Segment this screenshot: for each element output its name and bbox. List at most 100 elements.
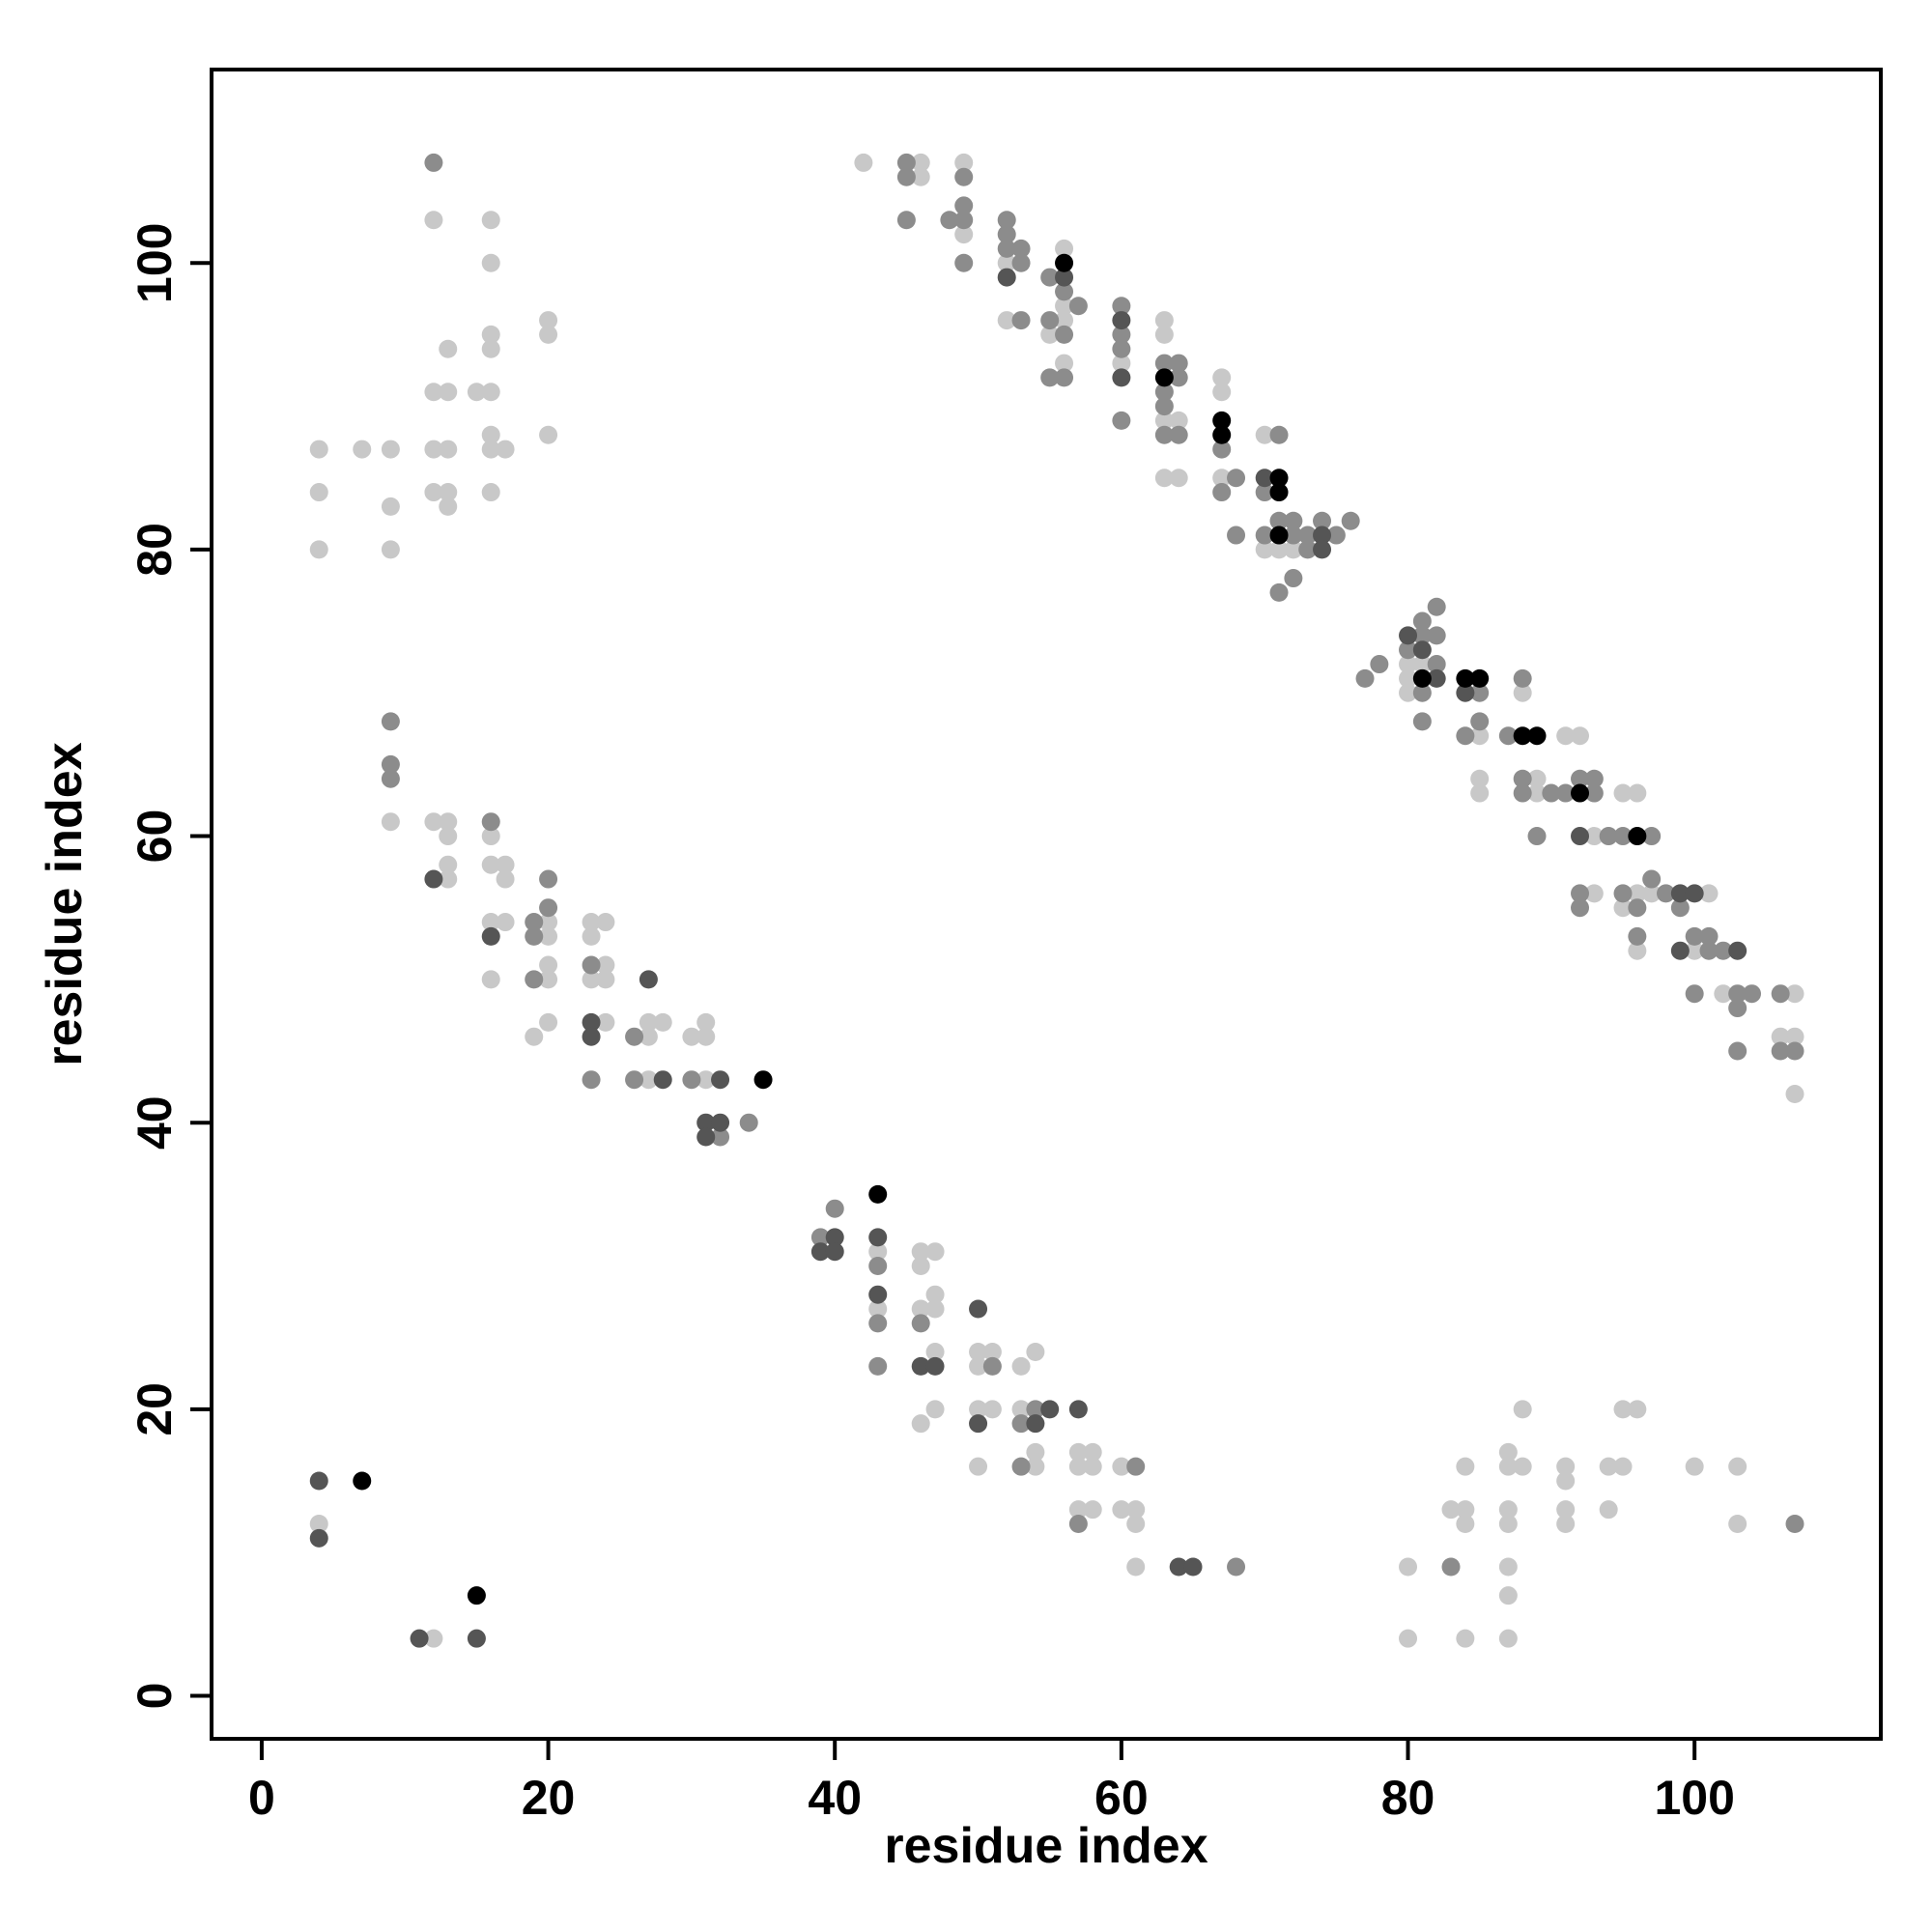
contact-point — [1040, 325, 1060, 344]
contact-point — [1628, 827, 1647, 846]
contact-point — [1456, 683, 1475, 702]
contact-point — [1026, 1343, 1045, 1362]
contact-point — [496, 869, 515, 889]
contact-point — [1026, 1457, 1045, 1476]
contact-point — [969, 1299, 988, 1319]
contact-point — [982, 1356, 1002, 1376]
contact-point — [1083, 1457, 1102, 1476]
contact-point — [1498, 1586, 1518, 1605]
contact-point — [682, 1027, 701, 1046]
contact-point — [1026, 1400, 1045, 1419]
contact-point — [911, 1356, 930, 1376]
contact-point — [896, 167, 916, 186]
contact-point — [868, 1314, 888, 1333]
contact-point — [1470, 668, 1490, 688]
contact-point — [1513, 783, 1532, 803]
contact-point — [1412, 611, 1432, 631]
contact-point — [1513, 683, 1532, 702]
contact-point — [481, 855, 500, 874]
contact-point — [596, 970, 615, 989]
contact-point — [1355, 668, 1375, 688]
contact-point — [639, 1070, 658, 1090]
contact-point — [911, 153, 930, 172]
contact-point — [439, 855, 458, 874]
contact-point — [969, 1414, 988, 1434]
contact-point — [954, 225, 974, 244]
contact-point — [481, 970, 500, 989]
contact-point — [481, 383, 500, 402]
contact-point — [1269, 526, 1289, 545]
contact-point — [982, 1343, 1002, 1362]
contact-point — [539, 325, 558, 344]
contact-point — [1370, 655, 1389, 674]
contact-point — [1126, 1457, 1146, 1476]
contact-point — [969, 1400, 988, 1419]
contact-point — [1743, 984, 1762, 1004]
contact-point — [1212, 425, 1232, 444]
contact-point — [525, 926, 544, 946]
x-axis: 0 20 40 60 80 100 — [248, 1737, 1735, 1825]
contact-point — [1571, 783, 1590, 803]
contact-point — [309, 540, 328, 559]
contact-point — [1055, 325, 1074, 344]
contact-point — [969, 1356, 988, 1376]
contact-point — [1412, 640, 1432, 660]
y-tick-label: 60 — [128, 810, 182, 864]
contact-point — [1055, 239, 1074, 258]
contact-point — [1556, 726, 1576, 746]
contact-point — [1771, 1041, 1790, 1061]
contact-point — [1527, 783, 1547, 803]
contact-point — [1269, 540, 1289, 559]
contact-point — [1513, 668, 1532, 688]
contact-point — [1298, 526, 1318, 545]
contact-point — [481, 812, 500, 832]
contact-point — [596, 913, 615, 932]
contact-point — [1456, 726, 1475, 746]
contact-point — [1785, 1085, 1804, 1104]
contact-point — [969, 1343, 988, 1362]
contact-point — [1154, 411, 1174, 430]
contact-point — [439, 869, 458, 889]
contact-point — [582, 970, 601, 989]
contact-point — [925, 1356, 945, 1376]
contact-point — [496, 440, 515, 459]
contact-point — [1498, 1442, 1518, 1462]
contact-point — [696, 1113, 716, 1132]
contact-point — [1527, 827, 1547, 846]
contact-point — [911, 1299, 930, 1319]
contact-point — [810, 1242, 830, 1262]
contact-point — [1284, 569, 1303, 588]
contact-point — [439, 497, 458, 516]
contact-point — [481, 913, 500, 932]
contact-point — [1212, 411, 1232, 430]
contact-point — [1399, 640, 1418, 660]
y-tick-label: 20 — [128, 1382, 182, 1436]
contact-point — [1441, 1557, 1461, 1577]
contact-point — [481, 211, 500, 230]
contact-point — [1326, 526, 1346, 545]
contact-point — [309, 1515, 328, 1534]
contact-point — [997, 268, 1016, 287]
contact-point — [1083, 1442, 1102, 1462]
contact-point — [1112, 311, 1131, 330]
contact-point — [424, 440, 443, 459]
contact-point — [1040, 268, 1060, 287]
contact-point — [1112, 1500, 1131, 1520]
contact-point — [1412, 712, 1432, 731]
contact-point — [868, 1184, 888, 1204]
contact-point — [1026, 1414, 1045, 1434]
contact-point — [911, 167, 930, 186]
contact-point — [1571, 769, 1590, 788]
contact-point — [1068, 1515, 1088, 1534]
contact-point — [854, 153, 873, 172]
contact-point — [997, 211, 1016, 230]
contact-point — [496, 913, 515, 932]
contact-point — [481, 339, 500, 358]
contact-point — [539, 898, 558, 918]
contact-point — [1599, 827, 1618, 846]
contact-point — [1456, 1457, 1475, 1476]
contact-point — [1169, 425, 1188, 444]
contact-point — [868, 1242, 888, 1262]
contact-point — [653, 1012, 672, 1032]
contact-point — [1628, 898, 1647, 918]
